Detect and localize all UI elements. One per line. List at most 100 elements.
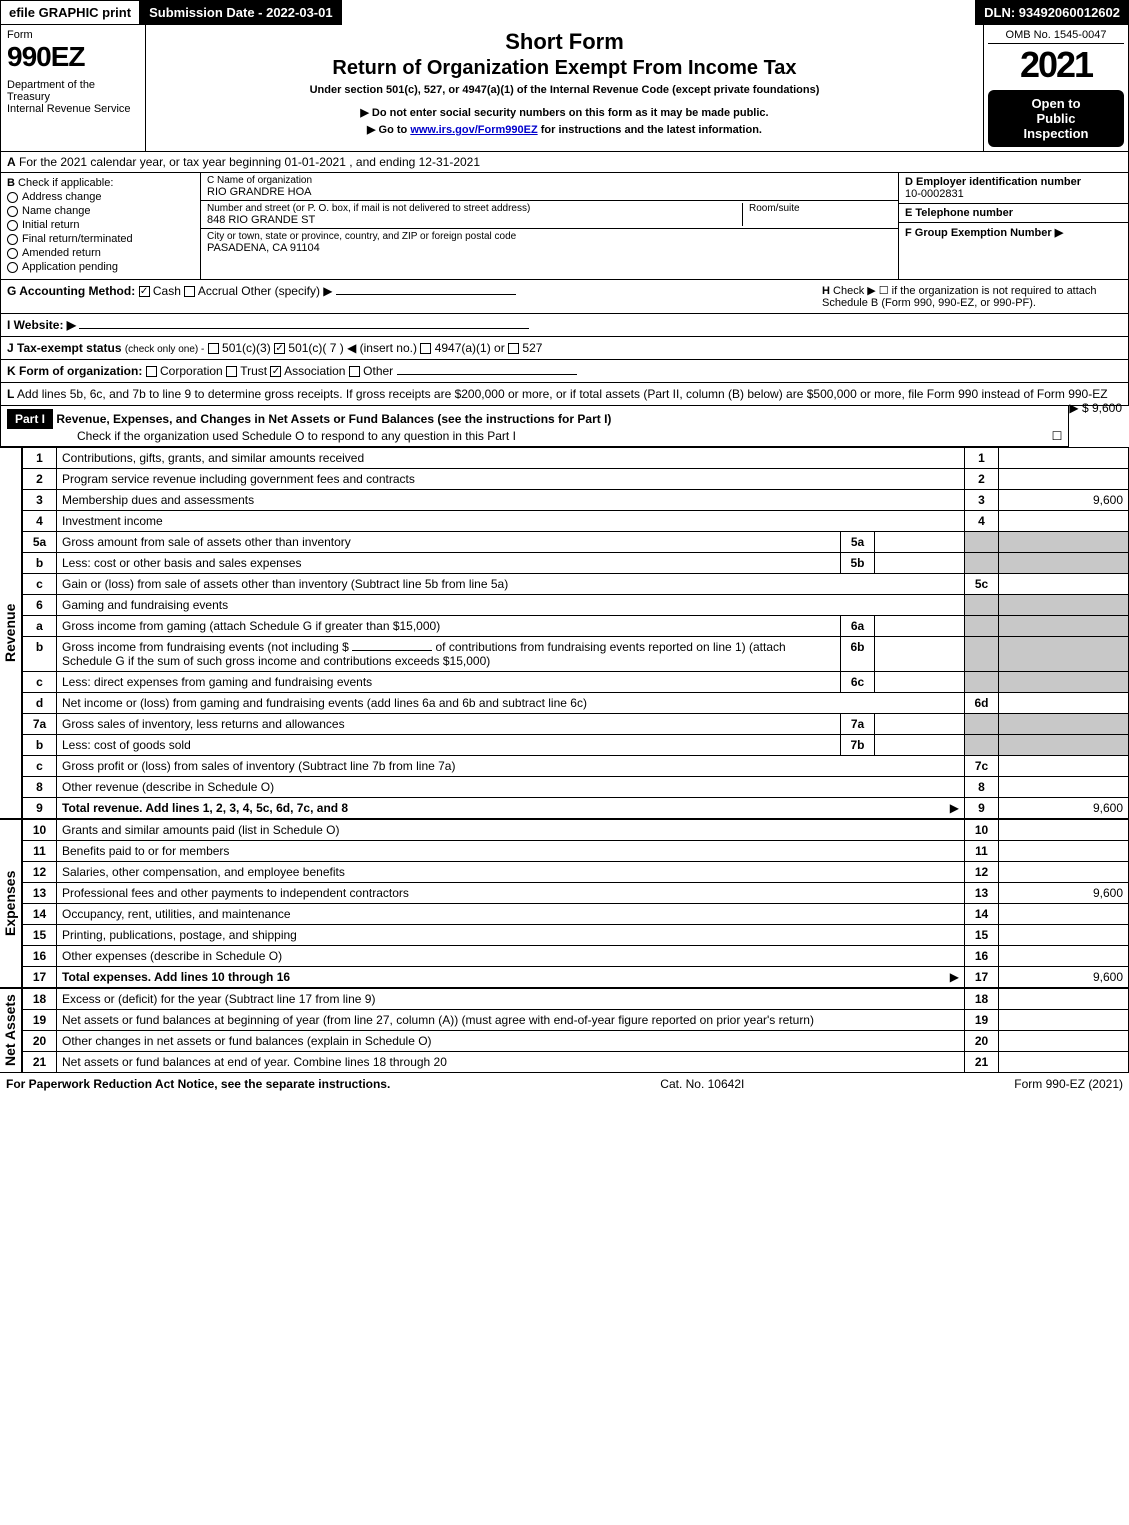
arrow-icon: ▶ [950,801,959,815]
cb-final-return[interactable] [7,234,18,245]
l1-amt [999,448,1129,469]
addr-value: 848 RIO GRANDE ST [207,214,742,226]
org-name-label: C Name of organization [207,175,892,186]
l13-desc: Professional fees and other payments to … [62,886,409,900]
l6c-shade2 [999,672,1129,693]
line-8: 8 Other revenue (describe in Schedule O)… [23,777,1129,798]
l7a-inner-amt [875,714,965,735]
cb-trust[interactable] [226,366,237,377]
cb-corporation[interactable] [146,366,157,377]
l7c-num: c [23,756,57,777]
form-header: Form 990EZ Department of the Treasury In… [0,25,1129,152]
l14-ln: 14 [965,904,999,925]
l18-num: 18 [23,989,57,1010]
l1-ln: 1 [965,448,999,469]
l10-amt [999,820,1129,841]
l14-desc: Occupancy, rent, utilities, and maintena… [62,907,291,921]
l5b-num: b [23,553,57,574]
j-501c3: 501(c)(3) [222,341,271,355]
part-i-header: Part I [7,409,53,429]
l9-ln: 9 [965,798,999,819]
l14-num: 14 [23,904,57,925]
l20-amt [999,1031,1129,1052]
l7b-desc: Less: cost of goods sold [62,738,191,752]
phone-row: E Telephone number [899,204,1128,223]
cb-association[interactable] [270,366,281,377]
cb-527[interactable] [508,343,519,354]
cb-other-form[interactable] [349,366,360,377]
ein-row: D Employer identification number 10-0002… [899,173,1128,204]
l9-amt: 9,600 [999,798,1129,819]
cb-501c[interactable] [274,343,285,354]
cb-amended-return[interactable] [7,248,18,259]
l2-ln: 2 [965,469,999,490]
l19-num: 19 [23,1010,57,1031]
l12-amt [999,862,1129,883]
j-527: 527 [522,341,542,355]
cb-4947[interactable] [420,343,431,354]
l21-amt [999,1052,1129,1073]
l12-ln: 12 [965,862,999,883]
l1-desc: Contributions, gifts, grants, and simila… [62,451,364,465]
cb-cash[interactable] [139,286,150,297]
l15-amt [999,925,1129,946]
l6c-desc: Less: direct expenses from gaming and fu… [62,675,372,689]
room-suite-label: Room/suite [749,203,892,214]
l3-amt: 9,600 [999,490,1129,511]
netassets-table: 18 Excess or (deficit) for the year (Sub… [22,988,1129,1073]
k-assoc: Association [284,364,345,378]
l6-shade1 [965,595,999,616]
l11-desc: Benefits paid to or for members [62,844,229,858]
cb-address-change[interactable] [7,192,18,203]
website-input[interactable] [79,328,529,329]
l6c-inner: 6c [841,672,875,693]
l8-amt [999,777,1129,798]
line-7c: c Gross profit or (loss) from sales of i… [23,756,1129,777]
irs-link[interactable]: www.irs.gov/Form990EZ [410,124,537,136]
l6b-blank[interactable] [352,650,432,651]
k-other: Other [363,364,393,378]
l17-desc: Total expenses. Add lines 10 through 16 [62,970,290,984]
j-label: J Tax-exempt status [7,341,122,355]
l21-ln: 21 [965,1052,999,1073]
l1-num: 1 [23,448,57,469]
dln: DLN: 93492060012602 [975,0,1129,25]
part-i-title: Revenue, Expenses, and Changes in Net As… [56,412,611,426]
cb-application-pending[interactable] [7,262,18,273]
l9-desc: Total revenue. Add lines 1, 2, 3, 4, 5c,… [62,801,348,815]
l5a-shade1 [965,532,999,553]
g-cash: Cash [153,284,181,298]
l16-desc: Other expenses (describe in Schedule O) [62,949,282,963]
l5a-inner: 5a [841,532,875,553]
l11-num: 11 [23,841,57,862]
l7c-desc: Gross profit or (loss) from sales of inv… [62,759,455,773]
line-12: 12 Salaries, other compensation, and emp… [23,862,1129,883]
org-name: RIO GRANDRE HOA [207,186,892,198]
form-label: Form [7,29,139,41]
goto-pre: ▶ Go to [367,124,410,136]
l12-num: 12 [23,862,57,883]
form-number: 990EZ [7,41,139,73]
expenses-side-label: Expenses [0,819,22,988]
l6a-num: a [23,616,57,637]
part-i-check-box[interactable]: ☐ [1052,429,1063,443]
column-b: B Check if applicable: Address change Na… [1,173,201,279]
cb-accrual[interactable] [184,286,195,297]
l5a-inner-amt [875,532,965,553]
cb-initial-return[interactable] [7,220,18,231]
k-other-input[interactable] [397,374,577,375]
l10-ln: 10 [965,820,999,841]
line-13: 13 Professional fees and other payments … [23,883,1129,904]
g-other-input[interactable] [336,294,516,295]
irs-label: Internal Revenue Service [7,103,139,115]
l4-ln: 4 [965,511,999,532]
l7b-shade2 [999,735,1129,756]
opt-name-change: Name change [22,205,91,217]
badge-line1: Open to [992,96,1120,111]
cb-501c3[interactable] [208,343,219,354]
h-label: H [822,285,830,297]
efile-print[interactable]: efile GRAPHIC print [0,0,140,25]
l17-amt: 9,600 [999,967,1129,988]
column-c: C Name of organization RIO GRANDRE HOA N… [201,173,898,279]
cb-name-change[interactable] [7,206,18,217]
